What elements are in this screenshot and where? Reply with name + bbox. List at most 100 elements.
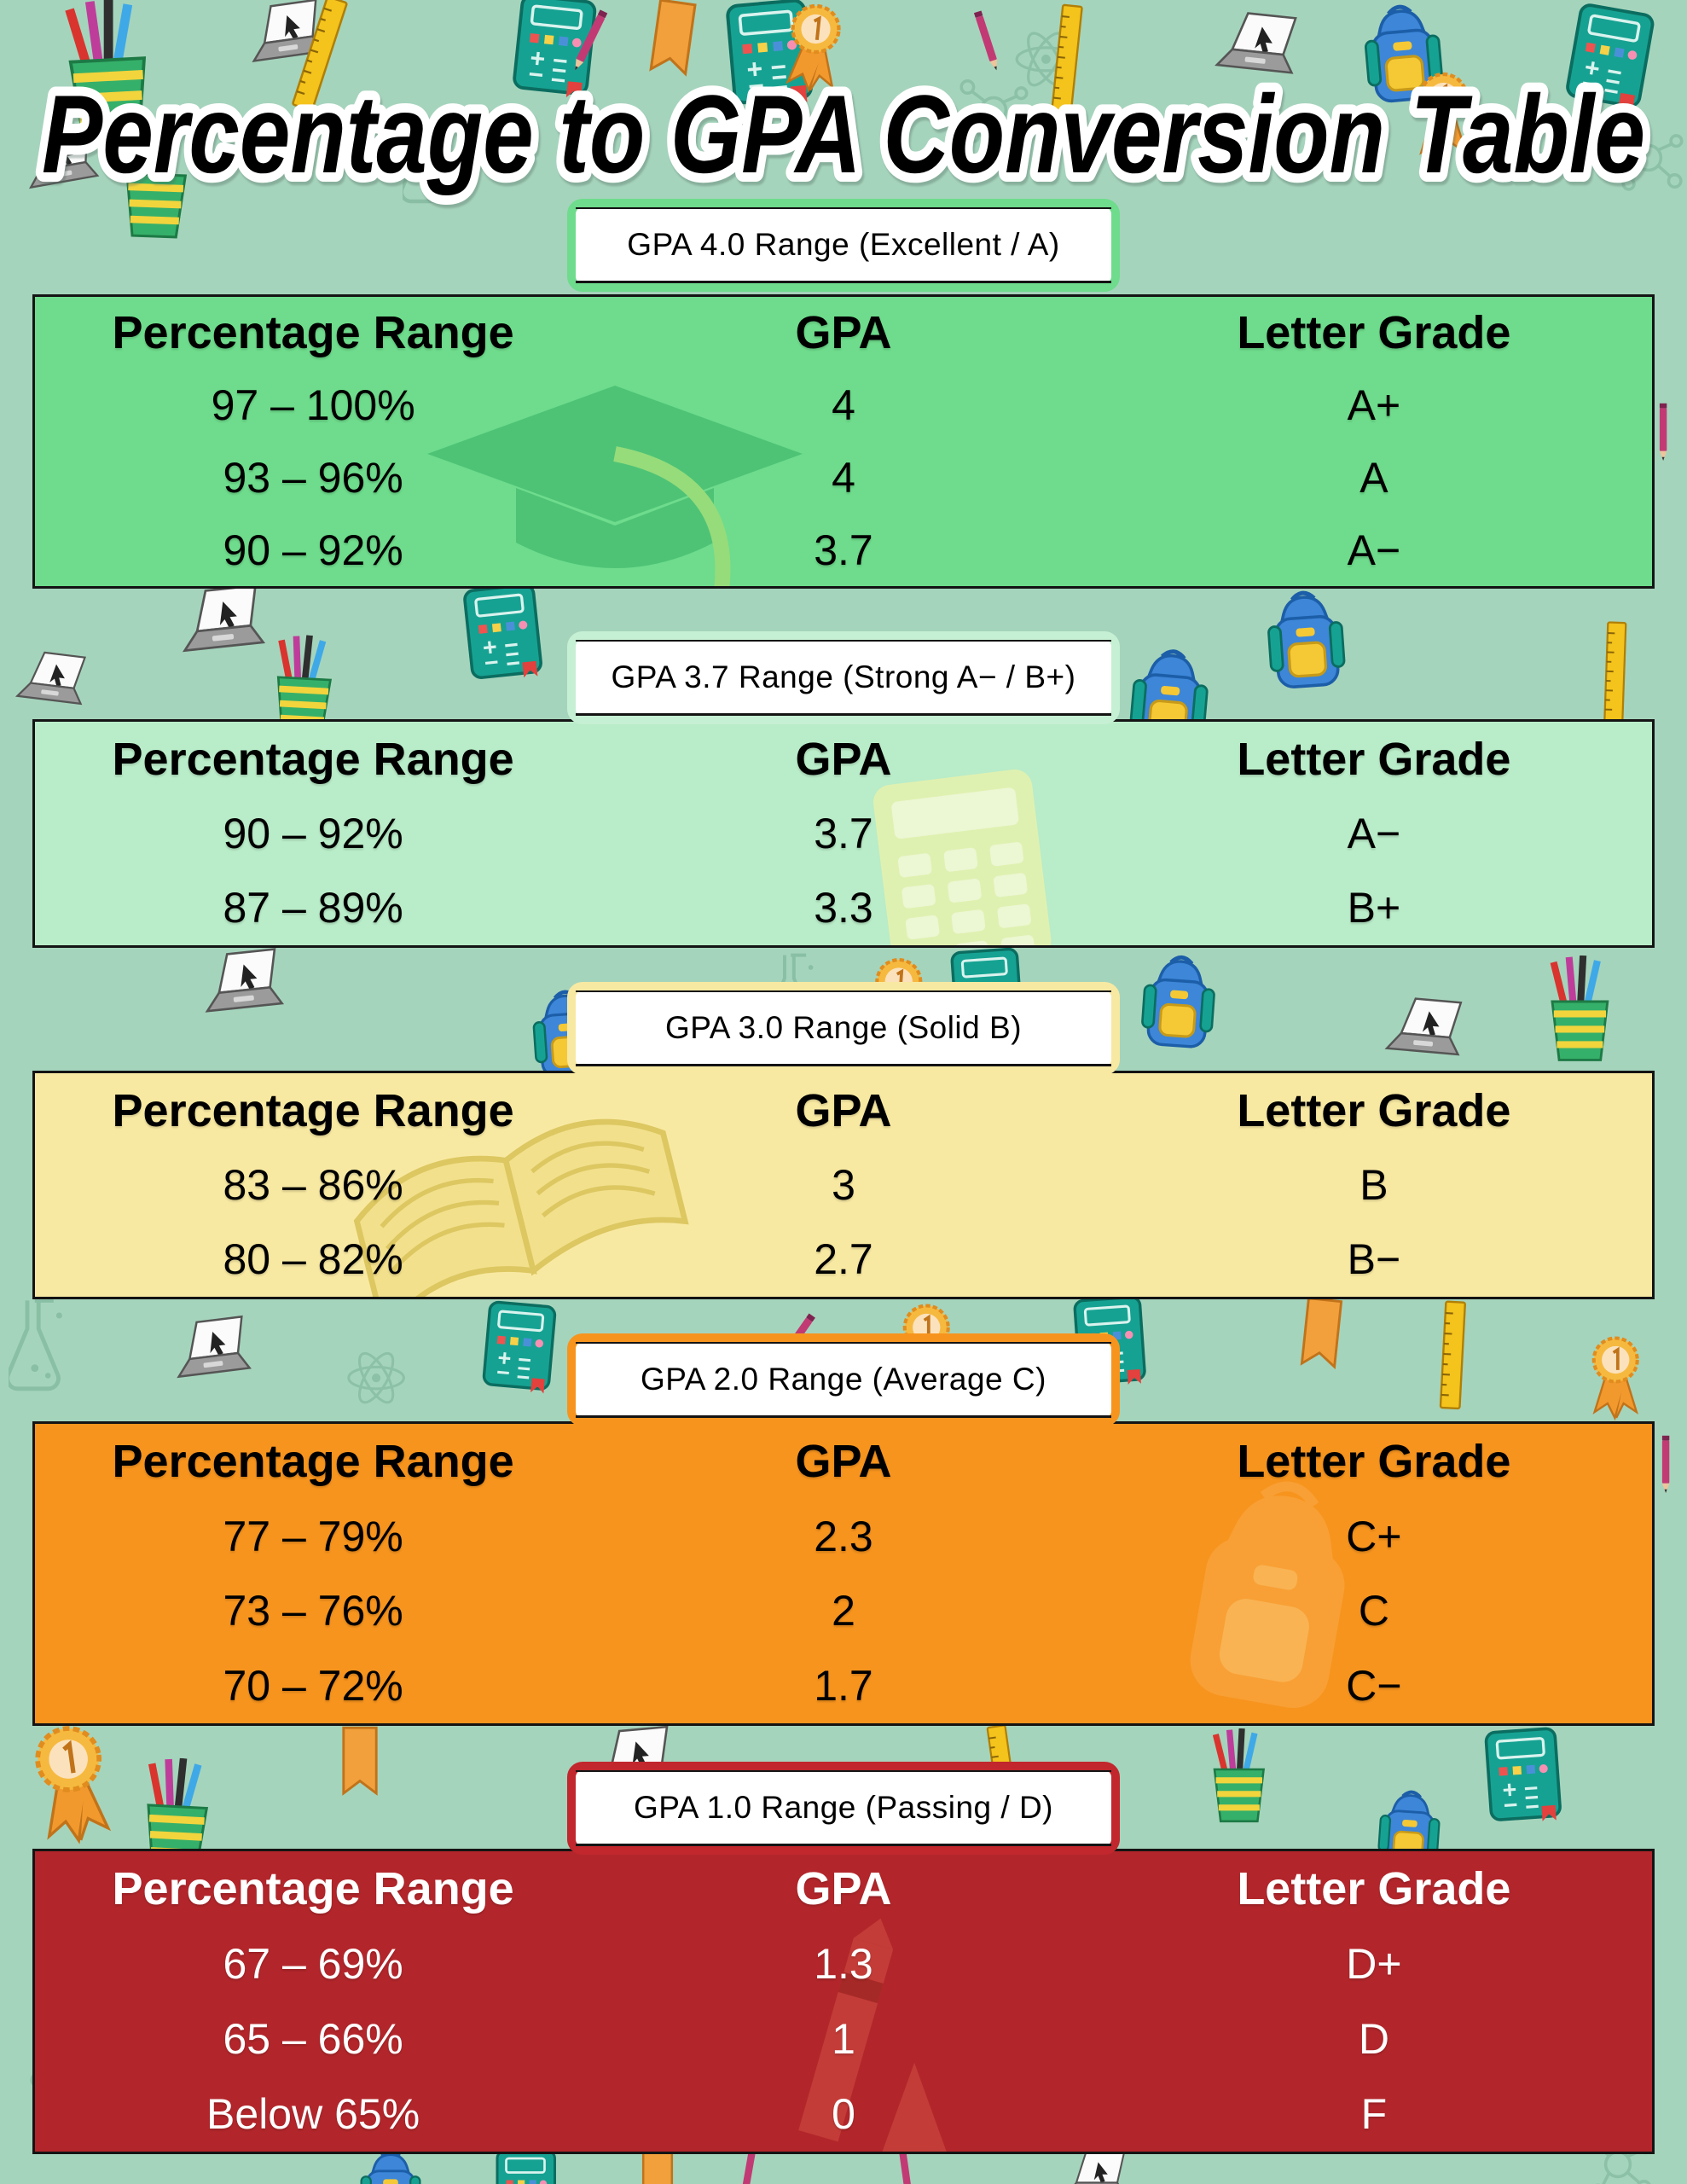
table-row: 83 – 86% 3 B — [35, 1147, 1652, 1222]
notebook-icon — [1561, 0, 1659, 119]
cell-gpa: 3 — [832, 1160, 855, 1209]
section-header-box: GPA 1.0 Range (Passing / D) — [567, 1762, 1120, 1855]
cell-gpa: 2 — [832, 1587, 855, 1635]
title-banner: Percentage to GPA Conversion Table — [32, 62, 1655, 206]
column-header: Letter Grade — [1237, 307, 1511, 359]
molecule-icon — [955, 72, 1032, 153]
pen-icon — [969, 7, 1007, 81]
table-header-row: Percentage Range GPA Letter Grade — [35, 1424, 1652, 1499]
page-title: Percentage to GPA Conversion Table — [42, 72, 1645, 196]
pen-icon — [1655, 401, 1671, 468]
cell-letter-grade: C+ — [1346, 1512, 1402, 1560]
pencil-cup-icon — [1201, 1728, 1278, 1827]
cell-percentage-range: 90 – 92% — [223, 809, 403, 857]
cell-percentage-range: 65 – 66% — [223, 2015, 403, 2063]
column-header: Percentage Range — [112, 1435, 514, 1487]
laptop-icon — [1063, 2150, 1145, 2184]
notebook-icon — [479, 1298, 559, 1399]
cell-percentage-range: 73 – 76% — [223, 1587, 403, 1635]
award-rosette-icon — [774, 0, 853, 104]
table-row: 73 – 76% 2 C — [35, 1574, 1652, 1649]
flask-icon — [5, 1297, 80, 1399]
cell-letter-grade: C — [1358, 1587, 1389, 1635]
cell-letter-grade: B+ — [1347, 884, 1401, 932]
gpa-table-2: Percentage Range GPA Letter Grade 83 – 86% 3… — [32, 1071, 1655, 1299]
cell-letter-grade: B− — [1347, 1235, 1401, 1284]
cell-percentage-range: 70 – 72% — [223, 1662, 403, 1711]
column-header: Letter Grade — [1237, 733, 1511, 785]
cell-gpa: 4 — [832, 453, 855, 502]
column-header: Letter Grade — [1237, 1084, 1511, 1136]
laptop-icon — [1212, 7, 1321, 88]
pen-icon — [1658, 1433, 1673, 1501]
column-header: Percentage Range — [112, 307, 514, 359]
cell-gpa: 3.3 — [814, 884, 873, 932]
ruler-icon — [1050, 3, 1083, 117]
section-header-box: GPA 2.0 Range (Average C) — [567, 1333, 1120, 1426]
column-header: Letter Grade — [1237, 1863, 1511, 1914]
column-header: GPA — [795, 1863, 892, 1914]
column-header: Percentage Range — [112, 733, 514, 785]
table-row: 93 – 96% 4 A — [35, 442, 1652, 514]
laptop-icon — [198, 943, 307, 1024]
gpa-table-3: Percentage Range GPA Letter Grade 77 – 79% 2… — [32, 1421, 1655, 1726]
pencil-cup-icon — [47, 0, 169, 150]
table-header-row: Percentage Range GPA Letter Grade — [35, 722, 1652, 796]
ribbon-icon — [339, 1725, 380, 1799]
column-header: GPA — [795, 1084, 892, 1136]
table-header-row: Percentage Range GPA Letter Grade — [35, 297, 1652, 369]
cell-gpa: 1.7 — [814, 1662, 873, 1711]
molecule-icon — [1610, 119, 1687, 200]
cell-gpa: 1.3 — [814, 1940, 873, 1988]
table-row: 77 – 79% 2.3 C+ — [35, 1499, 1652, 1574]
section-header-label: GPA 4.0 Range (Excellent / A) — [576, 207, 1111, 283]
table-row: 80 – 82% 2.7 B− — [35, 1223, 1652, 1297]
ribbon-icon — [646, 0, 699, 81]
section-header-box: GPA 3.0 Range (Solid B) — [567, 982, 1120, 1075]
laptop-icon — [1383, 993, 1485, 1068]
notebook-icon — [509, 0, 600, 106]
column-header: Letter Grade — [1237, 1435, 1511, 1487]
gpa-table-4: Percentage Range GPA Letter Grade 67 – 69% 1… — [32, 1849, 1655, 2154]
cell-letter-grade: A− — [1347, 809, 1401, 857]
cell-percentage-range: Below 65% — [206, 2090, 420, 2138]
table-row: 70 – 72% 1.7 C− — [35, 1648, 1652, 1723]
cell-percentage-range: 77 – 79% — [223, 1512, 403, 1560]
section-header-box: GPA 3.7 Range (Strong A− / B+) — [567, 631, 1120, 724]
table-header-row: Percentage Range GPA Letter Grade — [35, 1073, 1652, 1147]
cell-letter-grade: D — [1358, 2015, 1389, 2063]
table-row: 67 – 69% 1.3 D+ — [35, 1926, 1652, 2001]
gpa-table-1: Percentage Range GPA Letter Grade 90 – 92% 3… — [32, 719, 1655, 948]
section-header-label: GPA 3.0 Range (Solid B) — [576, 990, 1111, 1066]
cell-percentage-range: 87 – 89% — [223, 884, 403, 932]
notebook-icon — [1482, 1725, 1566, 1831]
gpa-table-0: Percentage Range GPA Letter Grade 97 – 100%… — [32, 294, 1655, 589]
backpack-icon — [1352, 0, 1455, 118]
award-rosette-icon — [1409, 67, 1478, 169]
notebook-icon — [461, 581, 548, 689]
cell-letter-grade: F — [1360, 2090, 1388, 2138]
backpack-icon — [1130, 949, 1226, 1062]
column-header: Percentage Range — [112, 1863, 514, 1914]
table-row: 90 – 92% 3.7 A− — [35, 796, 1652, 870]
atom-icon — [343, 1345, 409, 1414]
table-row: 97 – 100% 4 A+ — [35, 369, 1652, 442]
pencil-cup-icon — [1537, 955, 1623, 1067]
table-row: 65 – 66% 1 D — [35, 2001, 1652, 2077]
ruler-icon — [1439, 1300, 1466, 1413]
cell-percentage-range: 83 – 86% — [223, 1160, 403, 1209]
cell-letter-grade: D+ — [1346, 1940, 1402, 1988]
cell-gpa: 2.3 — [814, 1512, 873, 1560]
cell-letter-grade: C− — [1346, 1662, 1402, 1711]
laptop-icon — [19, 120, 120, 199]
cell-letter-grade: A+ — [1347, 381, 1401, 430]
ribbon-icon — [1297, 1295, 1346, 1374]
cell-letter-grade: B — [1359, 1160, 1388, 1209]
column-header: GPA — [795, 733, 892, 785]
cell-percentage-range: 97 – 100% — [211, 381, 415, 430]
table-row: 90 – 92% 3.7 A− — [35, 514, 1652, 586]
award-rosette-icon — [1583, 1331, 1649, 1427]
ruler-icon — [1603, 621, 1627, 726]
pencil-cup-icon — [108, 125, 203, 245]
